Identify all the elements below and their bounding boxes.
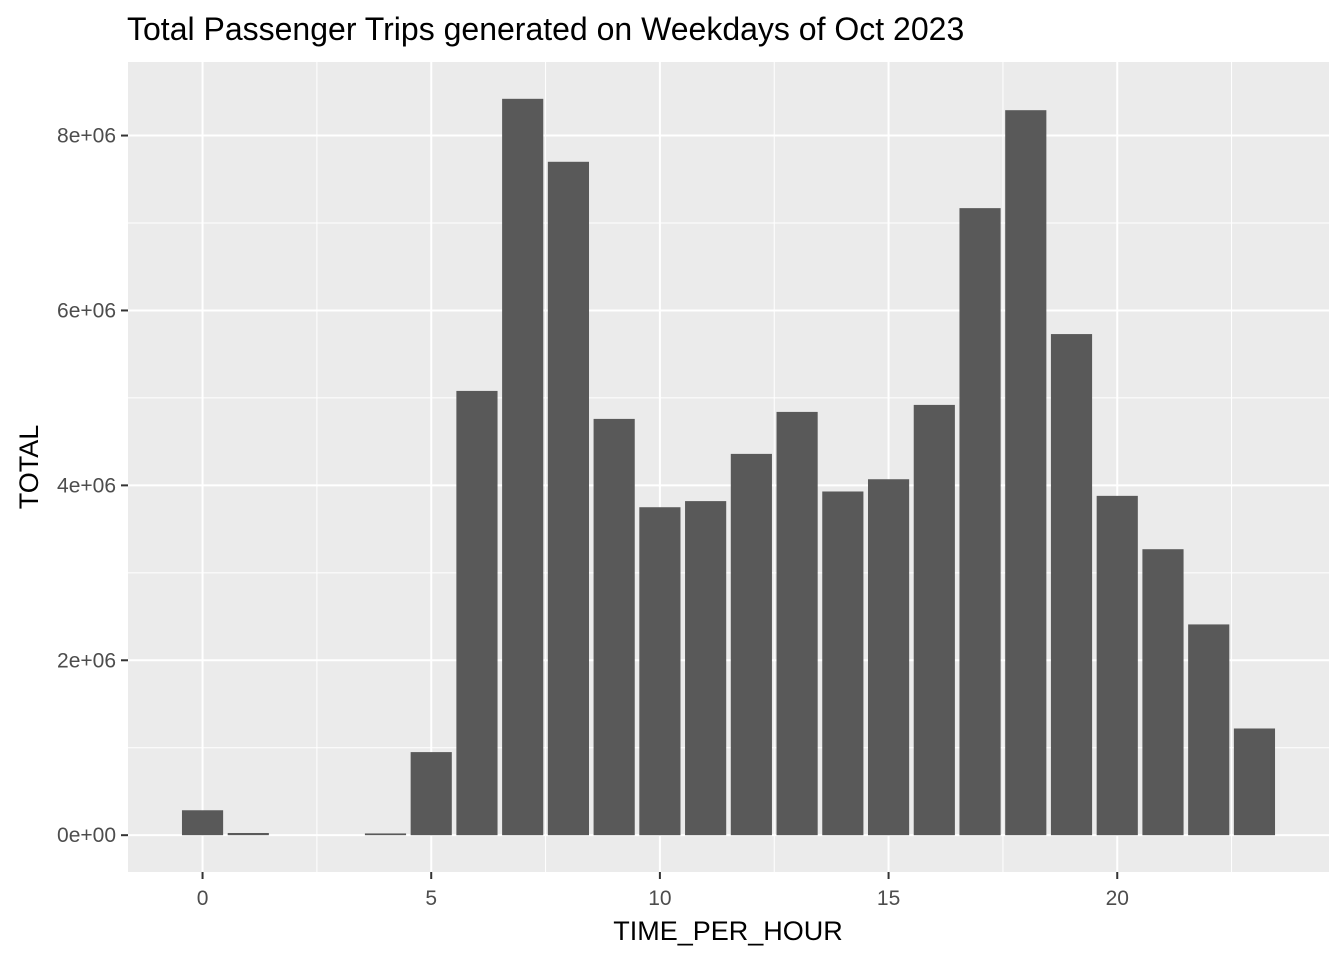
bar-hour-6	[456, 390, 498, 836]
y-axis-title: TOTAL	[14, 425, 44, 510]
bar-hour-11	[685, 501, 727, 836]
bar-hour-8	[547, 161, 590, 836]
x-axis: 0 5 10 15 20	[197, 872, 1129, 910]
bar-hour-1	[227, 832, 269, 836]
y-tick-label: 2e+06	[57, 649, 116, 672]
bar-hour-23	[1233, 728, 1276, 836]
chart-title: Total Passenger Trips generated on Weekd…	[127, 11, 964, 47]
y-axis: 0e+00 2e+06 4e+06 6e+06 8e+06	[57, 125, 128, 847]
bar-hour-19	[1050, 334, 1093, 836]
y-tick-label: 4e+06	[57, 474, 116, 497]
x-tick-label: 20	[1106, 887, 1129, 910]
bar-hour-22	[1188, 624, 1230, 836]
minor-x-gridlines	[316, 62, 1233, 872]
bar-hour-5	[410, 752, 452, 836]
x-tick-label: 15	[877, 887, 900, 910]
bar-hour-18	[1005, 110, 1047, 836]
bar-hour-4	[364, 833, 407, 836]
x-tick-label: 5	[425, 887, 437, 910]
y-tick-label: 0e+00	[57, 824, 116, 847]
bar-hour-16	[913, 404, 955, 836]
bar-hour-21	[1142, 549, 1184, 836]
bar-hour-7	[502, 98, 544, 836]
x-tick-label: 10	[648, 887, 671, 910]
x-axis-title: TIME_PER_HOUR	[613, 916, 843, 946]
bar-hour-9	[593, 418, 635, 836]
bar-hour-0	[181, 810, 224, 836]
bar-hour-10	[639, 507, 681, 836]
x-tick-label: 0	[197, 887, 209, 910]
bar-hour-12	[730, 453, 772, 836]
bar-hour-17	[959, 208, 1001, 836]
y-tick-label: 6e+06	[57, 299, 116, 322]
bars	[181, 98, 1276, 836]
y-tick-label: 8e+06	[57, 125, 116, 148]
bar-hour-14	[822, 491, 864, 836]
bar-hour-15	[867, 479, 910, 836]
bar-hour-13	[776, 411, 818, 836]
bar-hour-20	[1096, 495, 1138, 836]
